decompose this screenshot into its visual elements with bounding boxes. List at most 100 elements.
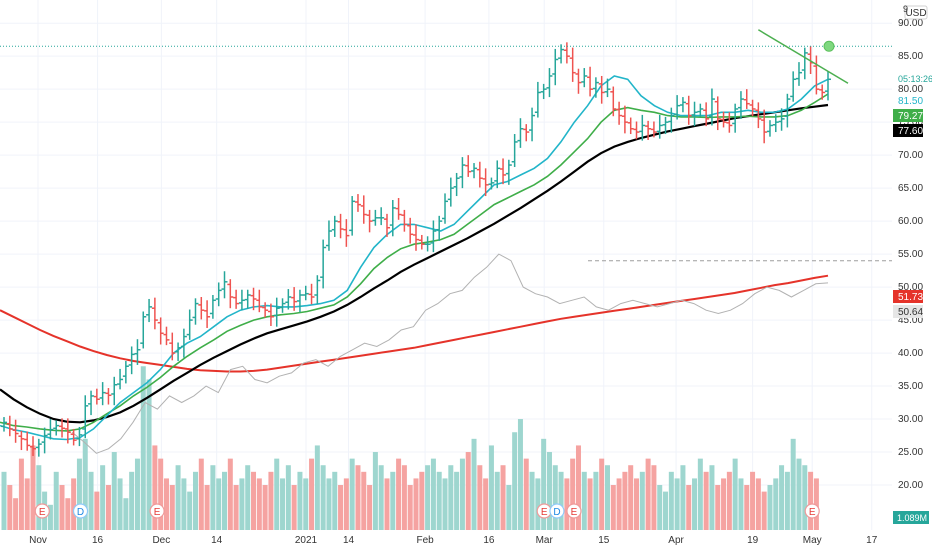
volume-bar xyxy=(152,445,158,530)
ohlc-bar xyxy=(639,114,646,141)
volume-bar xyxy=(401,465,407,530)
event-marker-circle xyxy=(149,503,165,519)
volume-badge: 1.089M xyxy=(893,511,929,524)
volume-bar xyxy=(523,458,529,530)
volume-bar xyxy=(500,465,506,530)
volume-bar xyxy=(158,458,164,530)
volume-bar xyxy=(59,485,65,530)
ohlc-bar xyxy=(204,300,211,328)
event-marker[interactable]: D xyxy=(549,503,565,519)
ohlc-bar xyxy=(494,160,501,189)
volume-bar xyxy=(587,478,593,530)
ohlc-bar xyxy=(279,298,286,313)
ohlc-bar xyxy=(610,86,617,117)
volume-bar xyxy=(349,458,355,530)
ohlc-bar xyxy=(395,198,402,220)
ohlc-bar xyxy=(529,107,536,142)
price-tick-label: 20.00 xyxy=(898,480,923,491)
volume-bar xyxy=(163,478,169,530)
volume-bar xyxy=(697,458,703,530)
ohlc-bar xyxy=(157,317,164,345)
volume-bar xyxy=(813,478,819,530)
volume-bar xyxy=(36,465,42,530)
ohlc-bar xyxy=(743,89,750,109)
volume-bar xyxy=(181,478,187,530)
ohlc-bar xyxy=(320,239,327,289)
ohlc-bar xyxy=(790,71,797,102)
volume-bar xyxy=(709,465,715,530)
ohlc-bar xyxy=(563,42,570,64)
event-marker[interactable]: E xyxy=(149,503,165,519)
ohlc-bar xyxy=(685,95,692,125)
volume-bar xyxy=(639,471,645,530)
time-axis[interactable] xyxy=(0,530,932,550)
event-marker[interactable]: D xyxy=(72,503,89,519)
event-marker[interactable]: E xyxy=(34,503,50,519)
ohlc-bar xyxy=(500,158,507,185)
ohlc-bar xyxy=(772,114,779,133)
event-marker-letter: E xyxy=(809,507,816,518)
volume-bar xyxy=(715,485,721,530)
volume-bar xyxy=(378,465,384,530)
event-marker[interactable]: E xyxy=(536,503,552,519)
alert-dot xyxy=(823,40,835,52)
event-marker[interactable]: E xyxy=(804,503,820,519)
volume-bar xyxy=(413,478,419,530)
ema-price-text: 79.27 xyxy=(898,111,923,122)
volume-bar xyxy=(256,478,262,530)
ohlc-bar xyxy=(215,282,222,307)
ohlc-bar xyxy=(592,77,599,98)
ohlc-bar xyxy=(256,289,263,313)
ohlc-bar xyxy=(35,438,42,457)
rs-line-badge: 50.64 xyxy=(893,305,923,318)
time-tick-label: Nov xyxy=(29,535,47,546)
volume-bar xyxy=(204,485,210,530)
volume-bar xyxy=(111,452,117,530)
ohlc-bar xyxy=(761,109,768,144)
volume-bar xyxy=(227,458,233,530)
volume-bar xyxy=(332,471,338,530)
price-axis[interactable] xyxy=(892,0,932,530)
chart-overlays xyxy=(0,29,892,262)
ohlc-bar xyxy=(41,427,48,454)
volume-bar xyxy=(726,471,732,530)
volume-bar xyxy=(616,478,622,530)
volume-bar xyxy=(471,438,477,530)
ohlc-bars xyxy=(1,42,831,457)
ohlc-bar xyxy=(314,275,321,305)
time-tick-label: 16 xyxy=(483,535,495,546)
volume-bar xyxy=(570,458,576,530)
ohlc-bar xyxy=(146,298,153,323)
volume-bar xyxy=(146,379,152,530)
ohlc-bar xyxy=(88,390,95,416)
volume-bar xyxy=(407,485,413,530)
ohlc-bar xyxy=(296,289,303,313)
ohlc-bar xyxy=(604,78,611,98)
currency-label[interactable]: USD xyxy=(904,5,928,20)
ohlc-bar xyxy=(99,382,106,406)
volume-bar xyxy=(581,471,587,530)
volume-bar xyxy=(430,458,436,530)
ohlc-bar xyxy=(47,419,54,440)
volume-bar xyxy=(494,471,500,530)
sma-price-text: 77.60 xyxy=(898,126,923,137)
ema-fast-line xyxy=(0,75,829,441)
ohlc-bar xyxy=(674,95,681,120)
time-tick-label: 2021 xyxy=(295,535,318,546)
ohlc-bar xyxy=(436,215,443,241)
volume-bar xyxy=(552,465,558,530)
volume-bar xyxy=(210,465,216,530)
ohlc-bar xyxy=(511,134,518,168)
volume-bar xyxy=(198,458,204,530)
volume-bar xyxy=(233,485,239,530)
volume-bar xyxy=(721,478,727,530)
volume-bar xyxy=(13,498,19,530)
volume-bar xyxy=(436,471,442,530)
ohlc-bar xyxy=(598,75,605,104)
event-marker[interactable]: E xyxy=(566,503,582,519)
ohlc-bar xyxy=(546,68,553,98)
ohlc-bar xyxy=(383,213,390,237)
event-marker-letter: E xyxy=(154,507,161,518)
